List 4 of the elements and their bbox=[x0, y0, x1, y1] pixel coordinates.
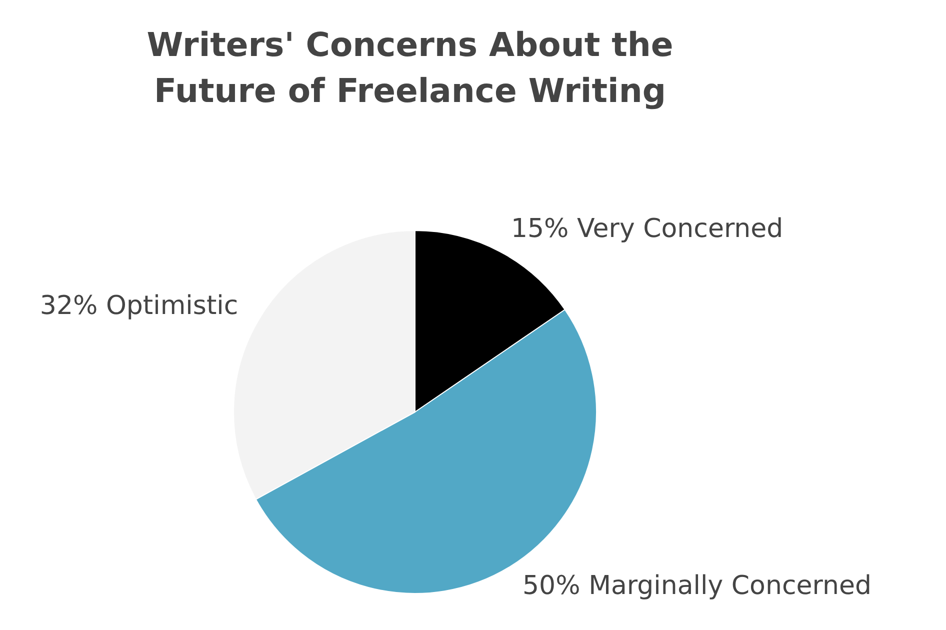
chart-title: Writers' Concerns About the Future of Freelance Writing bbox=[146, 24, 674, 112]
slice-label: 50% Marginally Concerned bbox=[522, 570, 872, 601]
slice-label: 15% Very Concerned bbox=[510, 214, 784, 244]
slice-label: 32% Optimistic bbox=[40, 291, 238, 322]
